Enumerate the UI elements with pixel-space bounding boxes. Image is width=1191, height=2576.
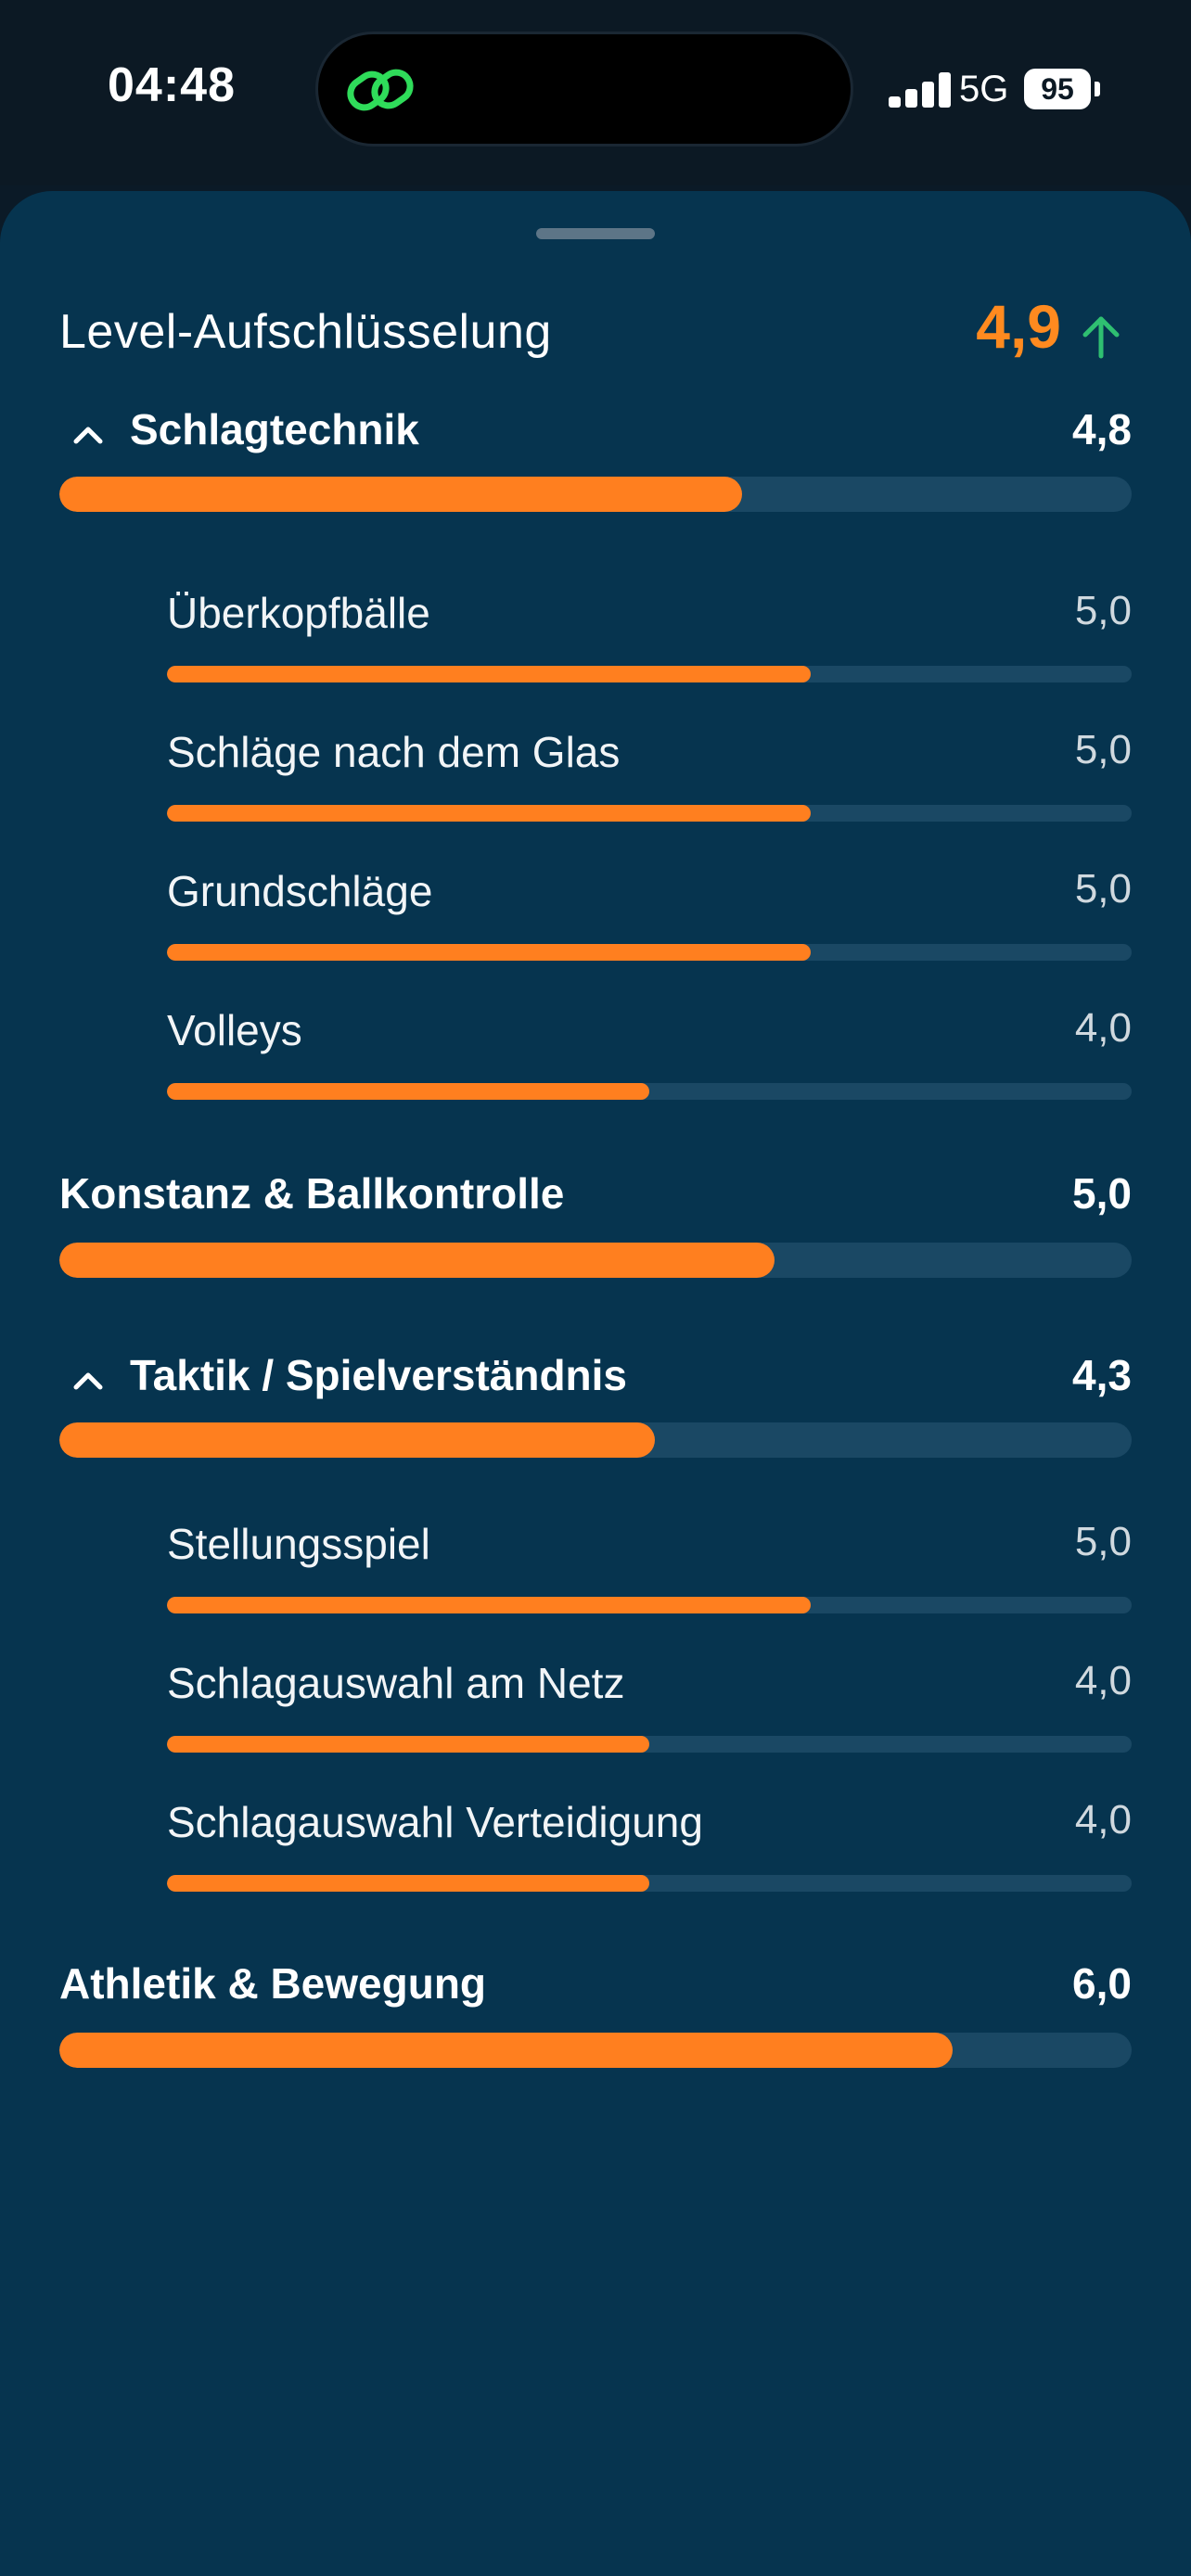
category-progress-bar — [59, 1422, 1132, 1458]
battery-level: 95 — [1041, 72, 1074, 106]
subcategory-value: 5,0 — [1074, 866, 1132, 912]
dynamic-island — [315, 32, 853, 147]
category-value: 4,3 — [1072, 1351, 1132, 1399]
progress-fill — [59, 1243, 775, 1278]
progress-fill — [167, 1083, 649, 1100]
progress-fill — [167, 1736, 649, 1753]
subcategory-label: Überkopfbälle — [167, 589, 430, 637]
status-bar: 04:48 5G 95 — [0, 0, 1191, 185]
overall-score: 4,9 — [976, 292, 1061, 361]
progress-fill — [167, 944, 811, 961]
status-time: 04:48 — [108, 58, 236, 112]
chevron-up-icon[interactable] — [69, 419, 108, 447]
progress-fill — [59, 1422, 655, 1458]
network-type: 5G — [959, 69, 1009, 109]
progress-fill — [59, 2033, 953, 2068]
subcategory-label: Schlagauswahl Verteidigung — [167, 1798, 703, 1846]
sheet-title: Level-Aufschlüsselung — [59, 305, 552, 359]
category-label: Athletik & Bewegung — [59, 1959, 487, 2008]
category-label: Taktik / Spielverständnis — [130, 1351, 628, 1399]
subcategory-progress-bar — [167, 1875, 1132, 1892]
battery-icon: 95 — [1024, 69, 1091, 109]
category-label: Schlagtechnik — [130, 405, 419, 453]
subcategory-progress-bar — [167, 805, 1132, 822]
category-value: 5,0 — [1072, 1169, 1132, 1218]
progress-fill — [167, 666, 811, 682]
progress-fill — [167, 805, 811, 822]
sheet-grabber[interactable] — [536, 228, 655, 239]
subcategory-label: Grundschläge — [167, 867, 433, 915]
cellular-signal-icon — [889, 70, 955, 108]
subcategory-label: Stellungsspiel — [167, 1520, 430, 1568]
category-value: 4,8 — [1072, 405, 1132, 453]
progress-fill — [59, 477, 743, 512]
category-value: 6,0 — [1072, 1959, 1132, 2008]
progress-fill — [167, 1875, 649, 1892]
linked-rings-icon — [347, 69, 414, 111]
battery-tip — [1095, 82, 1100, 96]
subcategory-progress-bar — [167, 1736, 1132, 1753]
subcategory-value: 5,0 — [1074, 588, 1132, 633]
category-progress-bar — [59, 2033, 1132, 2068]
subcategory-value: 4,0 — [1074, 1005, 1132, 1051]
subcategory-label: Schläge nach dem Glas — [167, 728, 621, 776]
subcategory-progress-bar — [167, 666, 1132, 682]
category-progress-bar — [59, 477, 1132, 512]
subcategory-progress-bar — [167, 944, 1132, 961]
subcategory-progress-bar — [167, 1083, 1132, 1100]
subcategory-label: Schlagauswahl am Netz — [167, 1659, 625, 1707]
subcategory-value: 4,0 — [1074, 1658, 1132, 1703]
progress-fill — [167, 1597, 811, 1613]
subcategory-label: Volleys — [167, 1006, 302, 1054]
subcategory-progress-bar — [167, 1597, 1132, 1613]
chevron-up-icon[interactable] — [69, 1365, 108, 1393]
subcategory-value: 4,0 — [1074, 1797, 1132, 1843]
category-label: Konstanz & Ballkontrolle — [59, 1169, 565, 1218]
level-breakdown-sheet: Level-Aufschlüsselung 4,9 Schlagtechnik … — [0, 191, 1191, 2576]
subcategory-value: 5,0 — [1074, 1519, 1132, 1564]
trend-up-arrow-icon — [1082, 316, 1120, 359]
subcategory-value: 5,0 — [1074, 727, 1132, 772]
category-progress-bar — [59, 1243, 1132, 1278]
